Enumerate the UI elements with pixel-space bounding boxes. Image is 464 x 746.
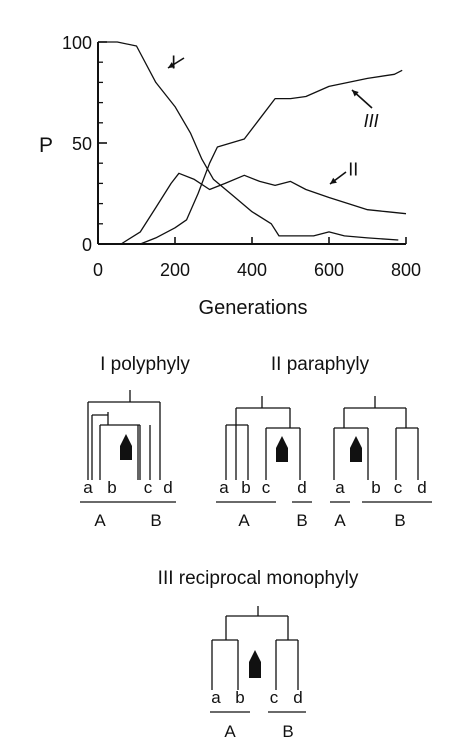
lineage-marker-icon	[350, 436, 362, 462]
tip-c: c	[262, 478, 271, 497]
annotation-label-II: II	[348, 159, 358, 179]
tip-b: b	[371, 478, 380, 497]
x-tick-label: 400	[237, 260, 267, 280]
arrowhead-icon	[168, 62, 175, 68]
tip-b: b	[235, 688, 244, 707]
group-A: A	[334, 511, 346, 530]
tree-paraphyly: II paraphyly a b c d A B a	[216, 354, 432, 530]
y-tick-label: 100	[62, 33, 92, 53]
y-tick-label: 50	[72, 134, 92, 154]
x-tick-label: 200	[160, 260, 190, 280]
x-tick-label: 0	[93, 260, 103, 280]
tip-a: a	[219, 478, 229, 497]
group-A: A	[224, 722, 236, 741]
tip-a: a	[211, 688, 221, 707]
tip-b: b	[107, 478, 116, 497]
monophyly-title: III reciprocal monophyly	[158, 568, 359, 589]
axis-ticks: 0 50 100 0 200 400 600 800	[62, 33, 421, 280]
x-tick-label: 600	[314, 260, 344, 280]
group-B: B	[150, 511, 161, 530]
series-line-II	[120, 172, 407, 245]
arrowhead-icon	[330, 177, 337, 184]
lineage-marker-icon	[276, 436, 288, 462]
tree-polyphyly: I polyphyly a b c d A B	[80, 354, 190, 530]
tree-reciprocal-monophyly: III reciprocal monophyly a b c d A B	[158, 568, 359, 741]
polyphyly-branches	[87, 390, 161, 480]
tip-c: c	[144, 478, 153, 497]
group-A: A	[238, 511, 250, 530]
tip-c: c	[394, 478, 403, 497]
paraphyly-title: II paraphyly	[271, 354, 370, 375]
series-line-I	[98, 41, 399, 241]
group-B: B	[282, 722, 293, 741]
lineage-marker-icon	[120, 434, 132, 460]
group-B: B	[394, 511, 405, 530]
y-minor-ticks	[98, 61, 103, 225]
tip-b: b	[241, 478, 250, 497]
paraphyly-tree-left: a b c d A B	[216, 396, 312, 530]
y-tick-label: 0	[82, 235, 92, 255]
lineage-marker-icon	[249, 650, 261, 678]
x-axis-label: Generations	[199, 297, 308, 319]
annotation-label-III: III	[364, 111, 379, 131]
monophyly-branches	[211, 606, 299, 690]
tip-a: a	[83, 478, 93, 497]
paraphyly-tree-right: a b c d A B	[330, 396, 432, 530]
tip-d: d	[293, 688, 302, 707]
polyphyly-title: I polyphyly	[100, 354, 190, 375]
group-B: B	[296, 511, 307, 530]
arrowhead-icon	[352, 90, 359, 97]
tip-c: c	[270, 688, 279, 707]
x-tick-label: 800	[391, 260, 421, 280]
series-line-III	[140, 69, 403, 245]
tip-d: d	[417, 478, 426, 497]
annotation-label-I: I	[171, 52, 176, 72]
series-lines	[98, 41, 407, 245]
y-axis-label: P	[39, 134, 53, 157]
tip-d: d	[297, 478, 306, 497]
tip-a: a	[335, 478, 345, 497]
group-A: A	[94, 511, 106, 530]
tip-d: d	[163, 478, 172, 497]
